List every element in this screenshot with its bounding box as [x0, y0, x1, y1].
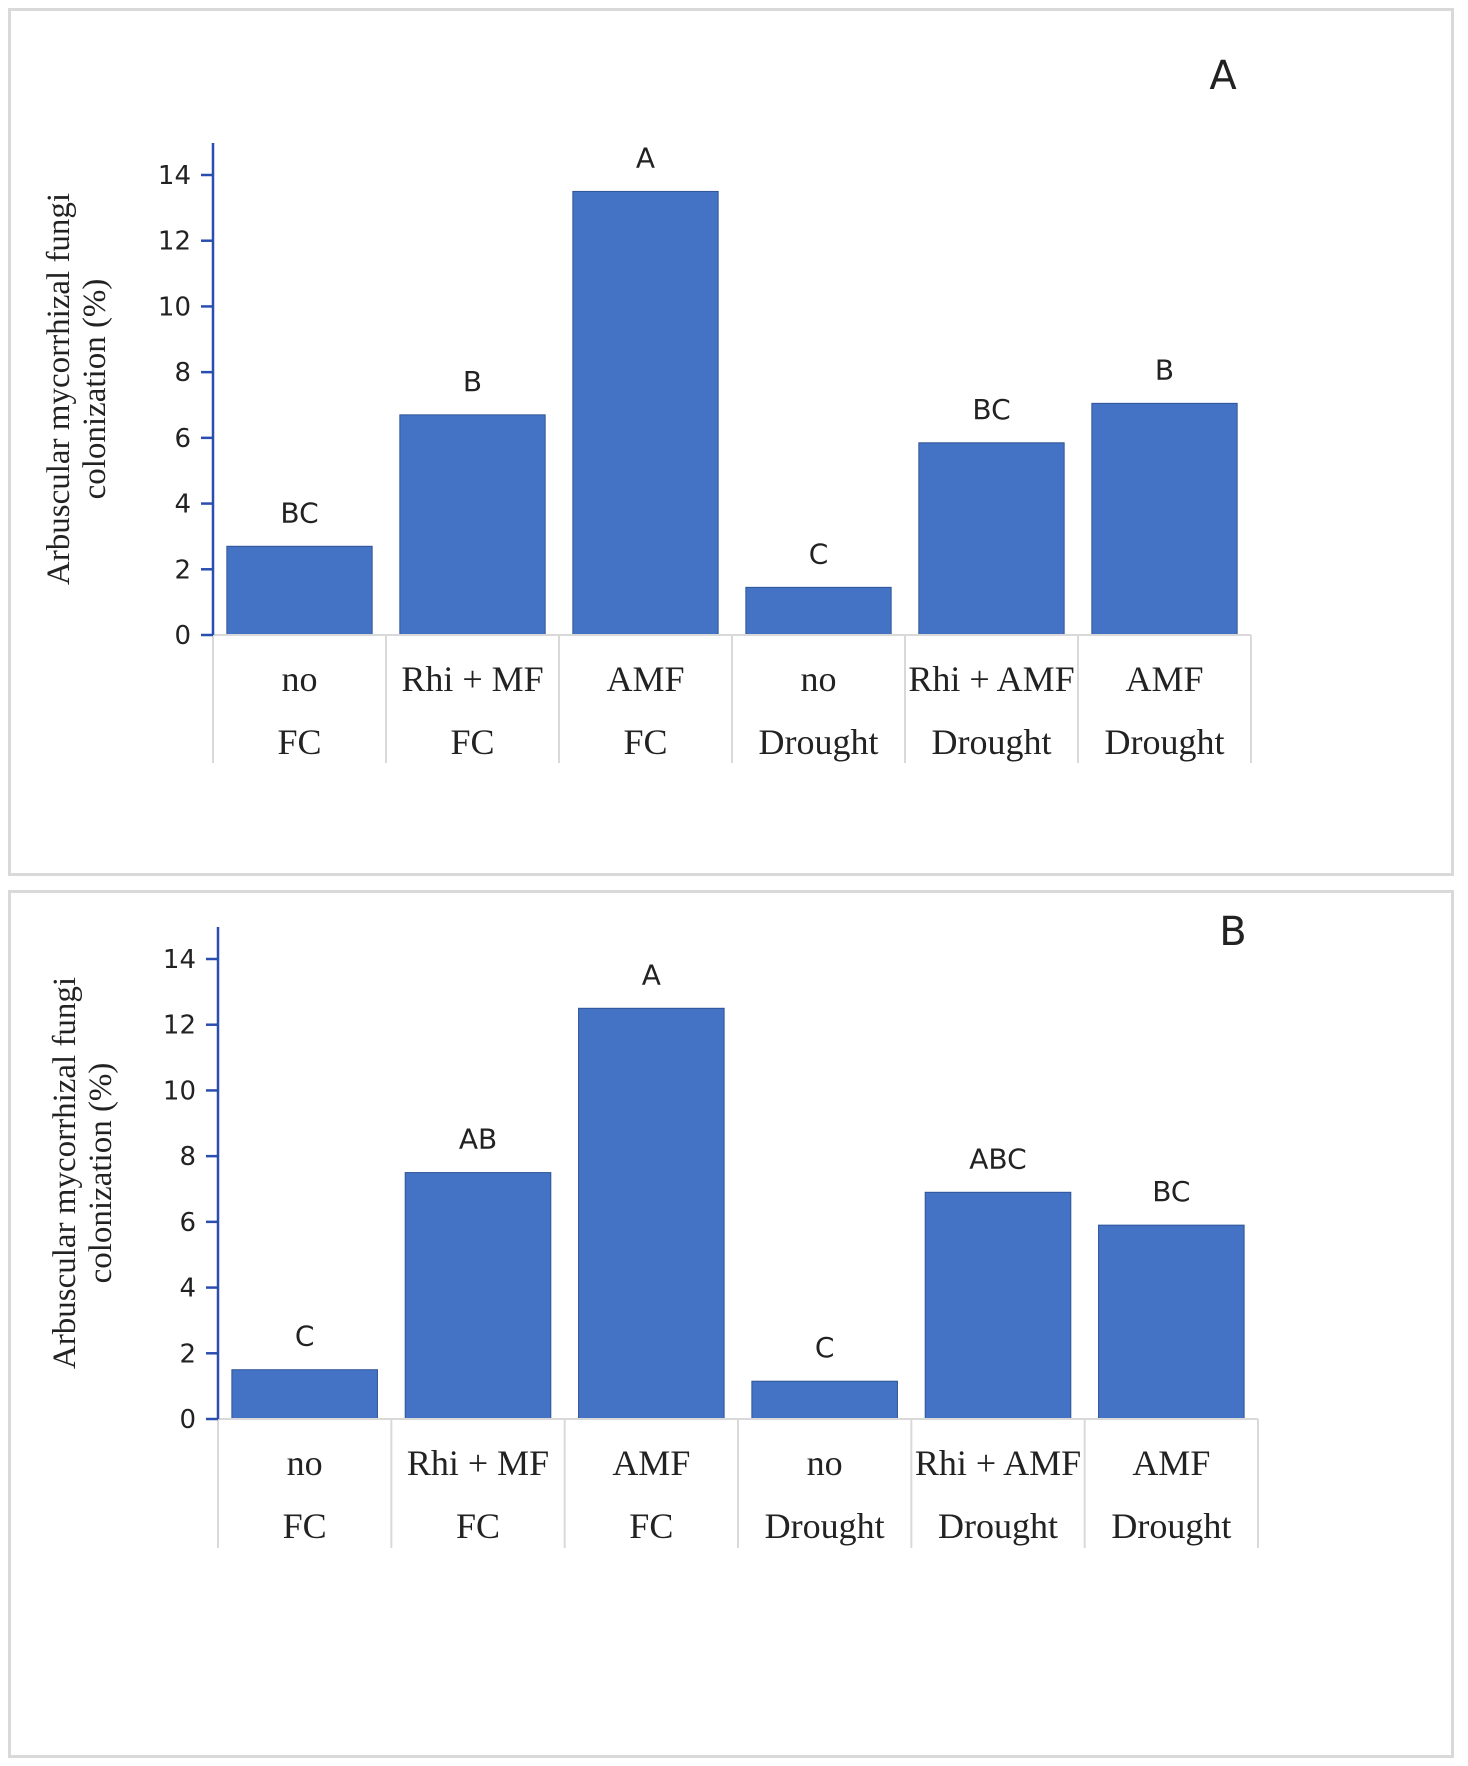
category-treatment-label: no — [287, 1443, 323, 1483]
y-tick-label: 0 — [179, 1405, 196, 1435]
y-axis-label: Arbuscular mycorrhizal fungi colonization… — [47, 977, 119, 1369]
y-tick-label: 4 — [179, 1274, 196, 1304]
category-condition-label: Drought — [932, 722, 1052, 762]
significance-letter: BC — [972, 393, 1010, 426]
category-condition-label: Drought — [1111, 1506, 1231, 1546]
y-tick-label: 12 — [163, 1011, 196, 1041]
significance-letter: AB — [459, 1123, 497, 1156]
significance-letter: B — [1155, 353, 1174, 386]
category-condition-label: FC — [277, 722, 321, 762]
category-condition-label: FC — [450, 722, 494, 762]
category-treatment-label: AMF — [612, 1443, 690, 1483]
y-tick-label: 2 — [174, 555, 191, 585]
y-axis-label-line1: Arbuscular mycorrhizal fungi — [41, 193, 77, 585]
y-axis-label-line2: colonization (%) — [83, 1063, 119, 1284]
y-tick-label: 10 — [163, 1076, 196, 1106]
bar-3 — [578, 1007, 725, 1420]
bar-2 — [404, 1172, 552, 1420]
y-tick-label: 14 — [163, 945, 196, 975]
y-tick-label: 4 — [174, 490, 191, 520]
significance-letter: B — [463, 365, 482, 398]
significance-letter: C — [815, 1331, 835, 1364]
y-axis-label-line2: colonization (%) — [77, 279, 113, 500]
category-condition-label: Drought — [759, 722, 879, 762]
panel-letter: A — [1209, 53, 1237, 99]
chart-panel-a: A Arbuscular mycorrhizal fungi colonizatio… — [8, 8, 1454, 876]
y-tick-label: 6 — [179, 1208, 196, 1238]
bar-5 — [924, 1191, 1072, 1420]
category-condition-label: Drought — [765, 1506, 885, 1546]
y-tick-label: 10 — [158, 292, 191, 322]
significance-letter: A — [636, 141, 655, 174]
bar-2 — [399, 414, 546, 636]
bar-5 — [918, 442, 1065, 636]
category-treatment-label: AMF — [1132, 1443, 1210, 1483]
y-tick-label: 2 — [179, 1339, 196, 1369]
category-condition-label: FC — [623, 722, 667, 762]
category-treatment-label: no — [801, 659, 837, 699]
y-tick-label: 8 — [179, 1142, 196, 1172]
category-condition-label: Drought — [1105, 722, 1225, 762]
panel-letter: B — [1219, 909, 1246, 955]
bar-1 — [231, 1369, 378, 1420]
significance-letter: ABC — [969, 1142, 1026, 1175]
bar-3 — [572, 190, 719, 636]
category-treatment-label: Rhi + AMF — [915, 1443, 1081, 1483]
y-tick-label: 6 — [174, 424, 191, 454]
category-treatment-label: no — [807, 1443, 843, 1483]
significance-letter: C — [295, 1320, 315, 1353]
chart-panel-b: B Arbuscular mycorrhizal fungi colonizatio… — [8, 890, 1454, 1758]
category-treatment-label: Rhi + MF — [401, 659, 543, 699]
significance-letter: BC — [280, 496, 318, 529]
category-condition-label: FC — [456, 1506, 500, 1546]
y-tick-label: 14 — [158, 161, 191, 191]
bar-4 — [751, 1380, 898, 1420]
category-condition-label: Drought — [938, 1506, 1058, 1546]
chart-b-svg: B Arbuscular mycorrhizal fungi colonizatio… — [47, 909, 1259, 1548]
y-tick-label: 0 — [174, 621, 191, 651]
y-axis-label-line1: Arbuscular mycorrhizal fungi — [47, 977, 83, 1369]
y-tick-label: 8 — [174, 358, 191, 388]
category-treatment-label: no — [282, 659, 318, 699]
category-treatment-label: AMF — [1125, 659, 1203, 699]
y-axis-label: Arbuscular mycorrhizal fungi colonization… — [41, 193, 113, 585]
significance-letter: C — [809, 537, 829, 570]
category-treatment-label: AMF — [606, 659, 684, 699]
category-condition-label: FC — [283, 1506, 327, 1546]
significance-letter: A — [642, 958, 661, 991]
y-tick-label: 12 — [158, 227, 191, 257]
significance-letter: BC — [1152, 1175, 1190, 1208]
chart-a-svg: A Arbuscular mycorrhizal fungi colonizatio… — [41, 53, 1252, 763]
bar-6 — [1091, 402, 1238, 636]
category-treatment-label: Rhi + AMF — [908, 659, 1074, 699]
bar-4 — [745, 586, 892, 636]
bar-1 — [226, 545, 373, 636]
bar-6 — [1098, 1224, 1245, 1420]
category-condition-label: FC — [629, 1506, 673, 1546]
category-treatment-label: Rhi + MF — [407, 1443, 549, 1483]
